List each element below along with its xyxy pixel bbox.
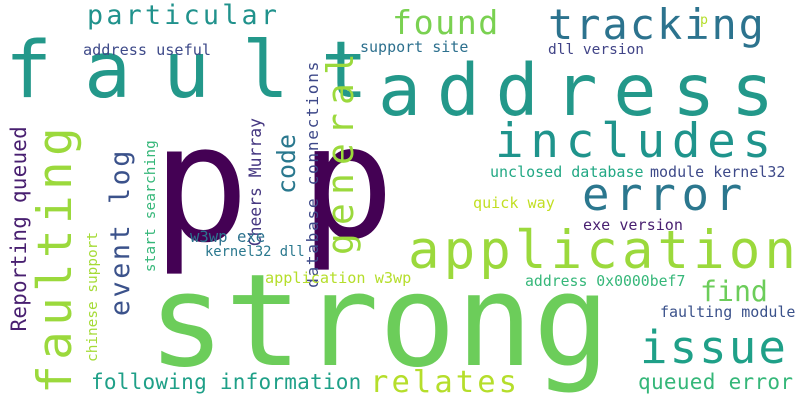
word-chinese-support: chinese support xyxy=(85,232,101,362)
word-application-w3wp: application w3wp xyxy=(265,269,412,287)
word-reporting-queued: Reporting queued xyxy=(7,126,31,332)
word-error: error xyxy=(582,168,748,221)
word-address-useful: address useful xyxy=(83,41,212,59)
word-find: find xyxy=(700,275,768,308)
word-start-searching: start searching xyxy=(143,140,159,273)
word-dll-version: dll version xyxy=(548,42,645,58)
word-support-site: support site xyxy=(360,38,469,56)
word-p-small: p xyxy=(700,13,709,28)
word-fault: fault xyxy=(5,26,401,116)
word-p: p xyxy=(152,91,250,279)
word-module-kernel32: module kernel32 xyxy=(650,163,786,181)
word-quick-way: quick way xyxy=(473,194,555,212)
word-tracking: tracking xyxy=(548,0,766,49)
word-application: application xyxy=(408,220,800,281)
word-general: general xyxy=(319,45,362,255)
word-queued-error: queued error xyxy=(638,370,794,394)
word-kernel32-dll: kernel32 dll xyxy=(205,244,305,260)
word-w3wp-exe: w3wp exe xyxy=(190,228,266,246)
word-unclosed-database: unclosed database xyxy=(490,163,644,181)
word-address-0x0000bef7: address 0x0000bef7 xyxy=(525,273,686,290)
word-relates: relates xyxy=(370,365,521,400)
word-strong: strong xyxy=(148,247,610,396)
word-p: p xyxy=(300,92,395,275)
word-includes: includes xyxy=(495,114,778,169)
word-issue: issue xyxy=(640,321,788,374)
word-found: found xyxy=(392,3,500,42)
word-code: code xyxy=(272,134,301,194)
word-following-information: following information xyxy=(91,370,362,394)
word-faulting-module: faulting module xyxy=(660,303,796,321)
word-exe-version: exe version xyxy=(583,216,683,234)
word-particular: particular xyxy=(87,0,281,31)
word-database-connections: database connections xyxy=(303,60,322,288)
word-address: address xyxy=(378,49,790,132)
word-faulting: faulting xyxy=(28,122,83,394)
word-event-log: event log xyxy=(105,148,136,317)
